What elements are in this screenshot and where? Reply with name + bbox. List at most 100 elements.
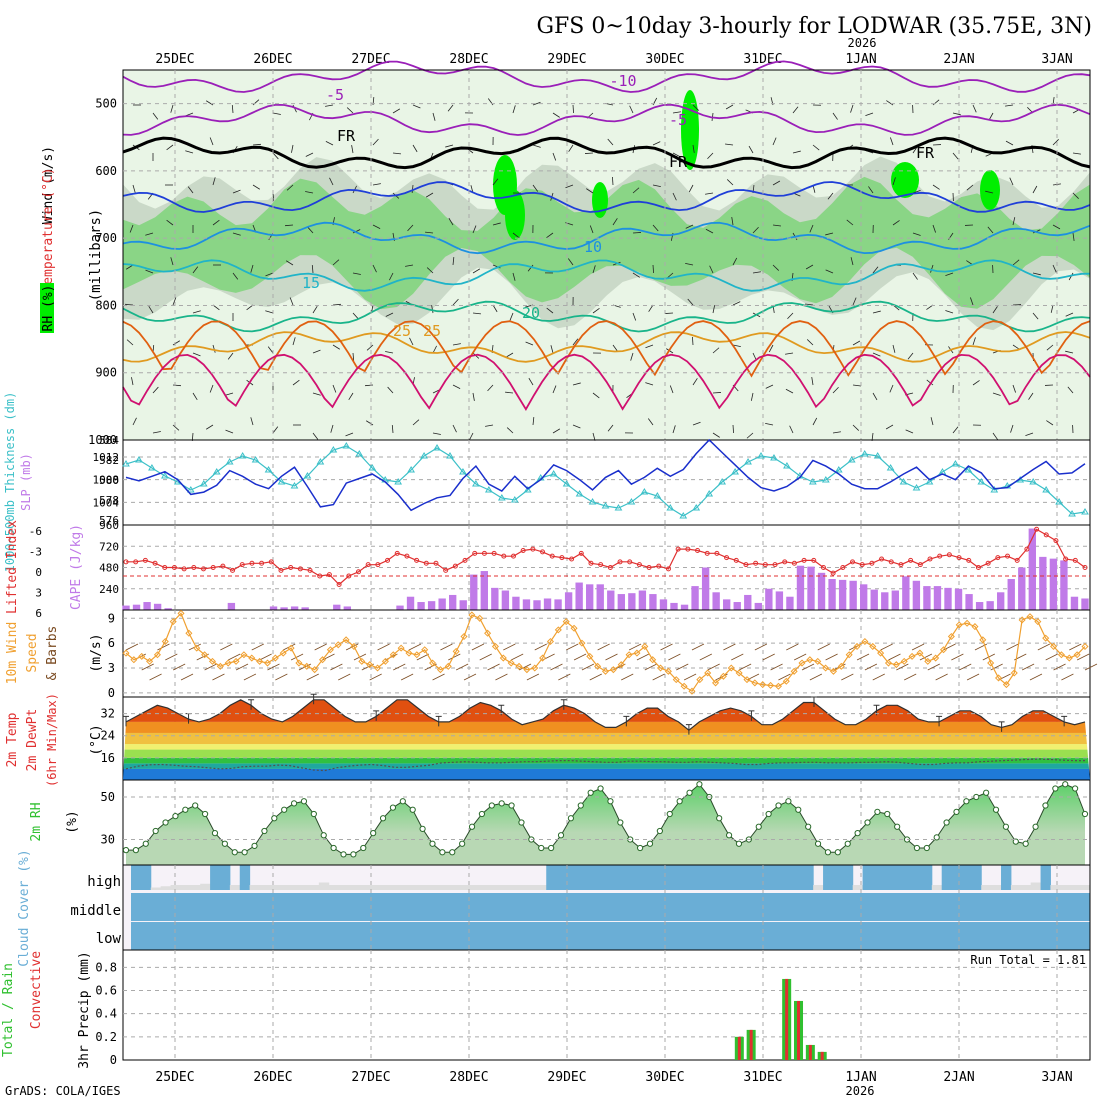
wind-barb: [445, 144, 454, 148]
wind-barb-10m: [558, 673, 571, 681]
wind-barb: [1046, 420, 1054, 426]
wind-barb: [872, 352, 881, 357]
wind-barb-10m: [157, 643, 170, 651]
cloud-high-bar: [368, 885, 379, 890]
wind-speed-point: [798, 659, 806, 667]
rh-point: [379, 815, 387, 822]
cloud-high-bar: [536, 885, 547, 890]
thickness-point: [122, 460, 130, 467]
li-tick-label: 6: [35, 607, 42, 620]
cloud-low-bar: [793, 922, 804, 950]
rh-point: [646, 840, 654, 847]
wind-speed-point: [586, 652, 594, 660]
cloud-high-bar: [279, 885, 290, 890]
wind-barb: [632, 312, 637, 321]
rh-point: [814, 840, 822, 847]
wind-barb: [805, 264, 814, 270]
wind-barb-10m: [534, 643, 547, 651]
wind-speed-point: [1065, 654, 1073, 662]
thickness-point: [277, 478, 286, 485]
li-point: [665, 566, 671, 572]
wind-barb-10m: [668, 653, 681, 661]
wind-barb-10m: [400, 673, 414, 681]
temp-minmax-bar: [1061, 715, 1068, 727]
cloud-middle-bar: [170, 893, 181, 921]
cloud-middle-bar: [971, 893, 982, 921]
rh-saturated-core: [891, 162, 919, 198]
rh-point: [696, 781, 703, 788]
cloud-low-bar: [516, 922, 527, 950]
cape-bar: [891, 590, 899, 610]
cloud-middle-bar: [892, 893, 903, 921]
bottom-date-label: 27DEC: [351, 1070, 390, 1085]
cloud-low-bar: [477, 922, 488, 950]
thickness-point: [614, 504, 623, 511]
wind-barb-10m: [526, 673, 540, 681]
wind-barb: [232, 189, 241, 194]
rh-point: [1081, 810, 1089, 818]
wind-barb: [669, 385, 674, 394]
rh2m-axis-label: 2m RH: [29, 802, 44, 841]
cape-bar: [1039, 556, 1047, 610]
wind-barb: [192, 266, 199, 274]
cloud-low-bar: [160, 922, 172, 950]
cape-bar: [986, 601, 994, 610]
cloud-high-bar: [269, 885, 280, 890]
rh-point: [429, 840, 436, 847]
cloud-middle-bar: [299, 893, 310, 921]
cloud-low-bar: [585, 922, 597, 950]
cloud-middle-bar: [338, 893, 350, 921]
rh-point: [953, 808, 960, 815]
wind-barb: [412, 144, 418, 153]
li-point: [317, 573, 323, 579]
wind-speed-point: [177, 609, 185, 617]
wind-barb: [692, 104, 700, 111]
li-point: [695, 548, 701, 553]
wind-barb-10m: [212, 673, 225, 681]
cloud-high-bar: [1030, 882, 1042, 890]
wind-barb: [506, 427, 514, 434]
cloud-middle-bar: [289, 893, 300, 921]
cloud-high-bar: [299, 885, 310, 890]
wind-speed-point: [263, 659, 272, 667]
thickness-point: [523, 486, 532, 493]
wind-barb-10m: [220, 643, 233, 651]
wind-barb-10m: [330, 663, 343, 671]
wind-barb: [352, 229, 361, 234]
cloud-high-bar: [902, 865, 913, 890]
thickness-point: [549, 470, 558, 477]
wind-barb: [172, 340, 180, 346]
wind-barb: [890, 137, 894, 146]
wind-barb: [512, 232, 520, 239]
wind-barb-10m: [880, 643, 893, 651]
wind-barb: [1072, 232, 1075, 241]
wind-speed-point: [122, 649, 130, 657]
wind-barb: [372, 224, 381, 229]
cape-bar: [470, 574, 478, 610]
wind-barb: [1052, 264, 1057, 273]
wind-barb: [311, 264, 314, 274]
wind-speed-point: [1026, 613, 1034, 621]
wind-barb: [772, 180, 781, 186]
wind-barb-10m: [1084, 663, 1098, 671]
wind-barb: [345, 432, 354, 437]
cloud-middle-bar: [486, 893, 498, 921]
wind-speed-point: [704, 669, 712, 677]
cloud-high-bar: [645, 865, 656, 890]
cloud-middle-bar: [397, 893, 409, 921]
wind-barb: [832, 431, 841, 434]
cloud-low-bar: [783, 922, 794, 950]
wind-barb: [652, 141, 661, 146]
wind-barb: [1005, 140, 1014, 146]
cloud-low-bar: [447, 922, 458, 950]
cape-bar: [649, 594, 657, 610]
wind-barb: [225, 429, 234, 434]
pressure-axis-label: (millibars): [88, 209, 104, 302]
wind-barb: [232, 272, 239, 280]
isotherm-label: 25: [423, 322, 441, 340]
cape-tick-label: 240: [99, 583, 119, 596]
li-point: [365, 562, 371, 568]
wind-barb: [972, 337, 976, 346]
li-point: [917, 562, 923, 568]
temp-minmax-bar: [810, 696, 817, 707]
